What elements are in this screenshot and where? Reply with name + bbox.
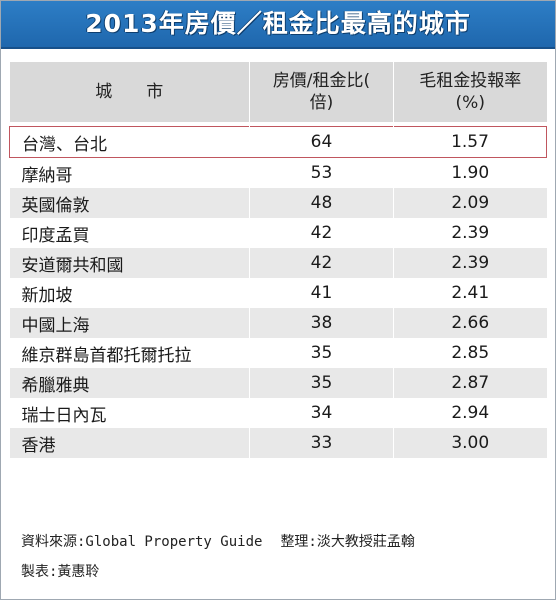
header-spacer <box>9 122 547 127</box>
ratio-cell: 53 <box>249 157 394 188</box>
ratio-cell: 33 <box>249 428 394 458</box>
table-row: 新加坡 41 2.41 <box>9 278 547 308</box>
compiled-by-note: 整理:淡大教授莊孟翰 <box>280 534 415 550</box>
table-row: 維京群島首都托爾托拉 35 2.85 <box>9 338 547 368</box>
table-row: 希臘雅典 35 2.87 <box>9 368 547 398</box>
source-note: 資料來源:Global Property Guide <box>21 534 263 550</box>
made-by-note: 製表:黃惠聆 <box>21 564 100 580</box>
city-cell: 台灣、台北 <box>9 126 250 158</box>
city-cell: 希臘雅典 <box>9 368 250 398</box>
yield-cell: 2.87 <box>393 368 547 398</box>
ratio-cell: 48 <box>249 188 394 218</box>
yield-cell: 2.85 <box>393 338 547 368</box>
city-cell: 摩納哥 <box>9 157 250 188</box>
yield-cell: 2.39 <box>393 248 547 278</box>
city-cell: 英國倫敦 <box>9 188 250 218</box>
footer-line-2: 製表:黃惠聆 <box>21 561 117 581</box>
city-cell: 瑞士日內瓦 <box>9 398 250 428</box>
yield-cell: 1.90 <box>393 157 547 188</box>
table-row: 英國倫敦 48 2.09 <box>9 188 547 218</box>
yield-cell: 1.57 <box>393 126 547 158</box>
header-yield-line1: 毛租金投報率 <box>419 71 522 91</box>
ratio-cell: 41 <box>249 278 394 308</box>
city-cell: 維京群島首都托爾托拉 <box>9 338 250 368</box>
table-body: 台灣、台北 64 1.57 摩納哥 53 1.90 英國倫敦 48 2.09 印… <box>9 126 547 458</box>
header-city-label: 城 市 <box>95 82 164 102</box>
yield-cell: 3.00 <box>393 428 547 458</box>
yield-cell: 2.41 <box>393 278 547 308</box>
yield-cell: 2.94 <box>393 398 547 428</box>
table-row: 香港 33 3.00 <box>9 428 547 458</box>
header-ratio-line2: 倍) <box>309 93 334 113</box>
ratio-cell: 35 <box>249 368 394 398</box>
city-cell: 安道爾共和國 <box>9 248 250 278</box>
footer-line-1: 資料來源:Global Property Guide 整理:淡大教授莊孟翰 <box>21 531 433 551</box>
ratio-cell: 42 <box>249 248 394 278</box>
table-row: 台灣、台北 64 1.57 <box>9 126 547 158</box>
table-row: 中國上海 38 2.66 <box>9 308 547 338</box>
yield-cell: 2.39 <box>393 218 547 248</box>
city-cell: 中國上海 <box>9 308 250 338</box>
ratio-cell: 34 <box>249 398 394 428</box>
ratio-cell: 64 <box>249 126 394 158</box>
city-cell: 香港 <box>9 428 250 458</box>
table-row: 瑞士日內瓦 34 2.94 <box>9 398 547 428</box>
city-cell: 印度孟買 <box>9 218 250 248</box>
ratio-table: 城 市 房價/租金比( 倍) 毛租金投報率 (%) 台灣、台北 64 1.57 … <box>9 62 547 458</box>
ratio-cell: 42 <box>249 218 394 248</box>
ratio-cell: 38 <box>249 308 394 338</box>
header-yield-line2: (%) <box>455 93 485 113</box>
city-cell: 新加坡 <box>9 278 250 308</box>
yield-cell: 2.66 <box>393 308 547 338</box>
header-ratio-line1: 房價/租金比( <box>272 71 371 91</box>
header-yield: 毛租金投報率 (%) <box>393 62 547 122</box>
header-ratio: 房價/租金比( 倍) <box>249 62 394 122</box>
header-city: 城 市 <box>9 62 250 122</box>
yield-cell: 2.09 <box>393 188 547 218</box>
ratio-cell: 35 <box>249 338 394 368</box>
page-title: 2013年房價／租金比最高的城市 <box>85 9 471 38</box>
table-row: 摩納哥 53 1.90 <box>9 157 547 188</box>
table-row: 印度孟買 42 2.39 <box>9 218 547 248</box>
table-header-row: 城 市 房價/租金比( 倍) 毛租金投報率 (%) <box>9 62 547 122</box>
table-row: 安道爾共和國 42 2.39 <box>9 248 547 278</box>
title-bar: 2013年房價／租金比最高的城市 <box>1 1 555 49</box>
